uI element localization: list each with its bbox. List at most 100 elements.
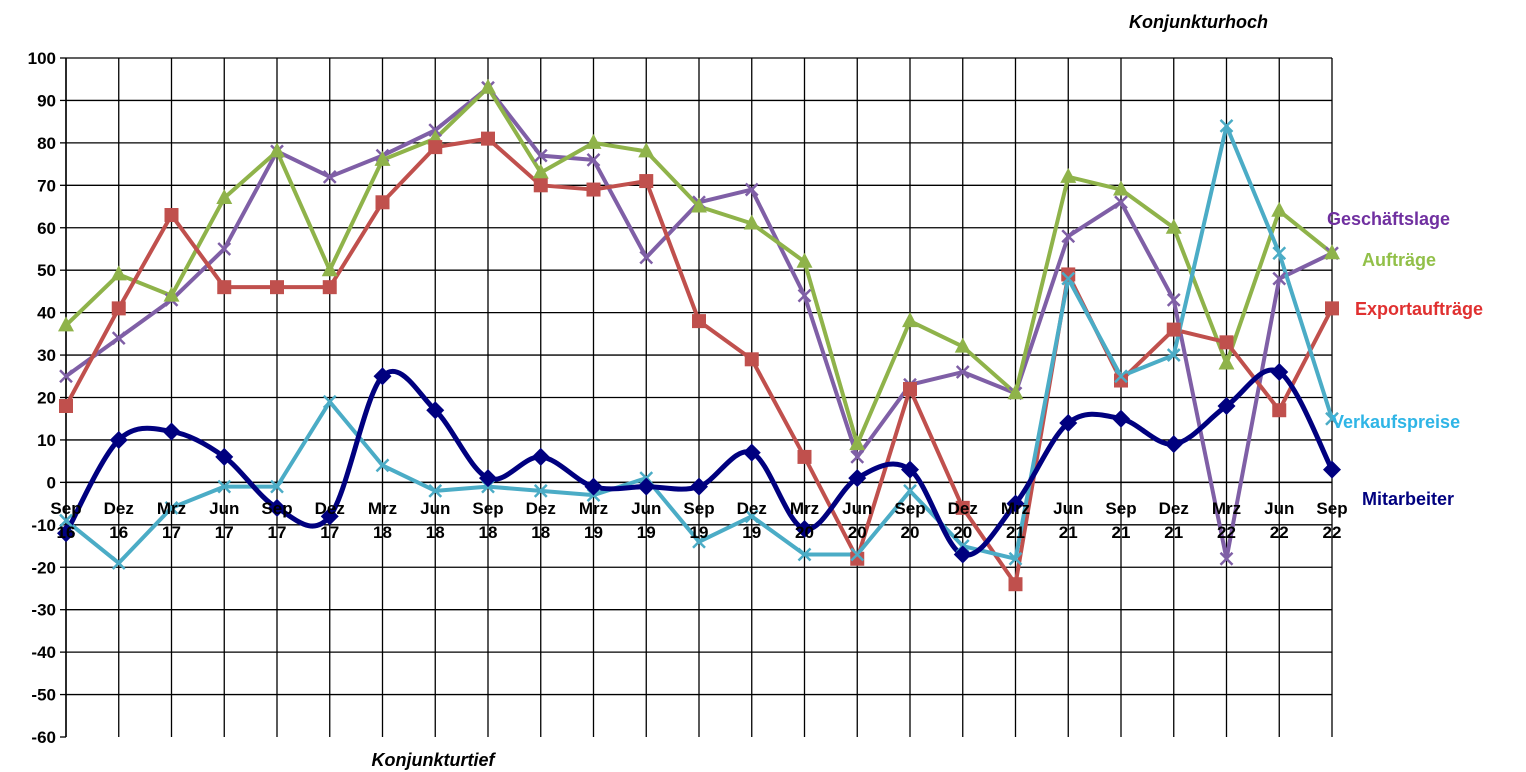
annotation-top: Konjunkturhoch [1129,12,1268,32]
ytick-label: 0 [47,473,56,492]
data-point-verkaufspreise [1061,271,1076,286]
data-point-auftrge [1271,201,1288,217]
data-point-mitarbeiter [162,422,181,441]
xtick-label: Jun [1264,499,1294,518]
xtick-label: 20 [901,523,920,542]
data-point-mitarbeiter [901,460,919,479]
data-point-geschftslage [1219,551,1234,566]
series-label-exportauftrge: Exportaufträge [1355,299,1483,319]
data-point-exportauftrge [270,280,284,295]
data-point-auftrge [849,435,866,451]
xtick-label: Dez [948,499,978,518]
data-point-verkaufspreise [797,547,812,562]
ytick-label: 50 [37,261,56,280]
data-point-mitarbeiter [1270,363,1289,382]
ytick-label: -50 [31,686,56,705]
xtick-label: 21 [1006,523,1025,542]
annotation-bottom: Konjunkturtief [372,750,497,770]
ytick-label: 60 [37,219,56,238]
data-point-verkaufspreise [850,547,865,562]
xtick-label: 18 [426,523,445,542]
data-point-mitarbeiter [479,469,497,488]
data-point-auftrge [480,78,496,94]
data-point-auftrge [1324,244,1340,260]
xtick-label: 17 [215,523,234,542]
data-point-exportauftrge [586,182,601,197]
ytick-label: 40 [37,304,56,323]
xtick-label: 21 [1112,523,1131,542]
data-point-geschftslage [639,250,654,265]
xtick-label: Dez [737,499,767,518]
xtick-label: 19 [637,523,656,542]
data-point-verkaufspreise [744,509,759,524]
data-point-exportauftrge [850,551,865,566]
data-point-mitarbeiter [215,447,234,466]
series-label-geschftslage: Geschäftslage [1327,209,1450,229]
data-point-verkaufspreise [59,513,73,528]
data-point-mitarbeiter [742,443,761,462]
data-point-verkaufspreise [111,556,126,570]
data-point-geschftslage [217,242,232,256]
ytick-label: -20 [31,558,56,577]
data-point-auftrge [691,197,707,213]
ytick-label: 90 [37,91,56,110]
data-point-geschftslage [322,169,337,184]
data-point-geschftslage [1114,195,1128,210]
data-point-exportauftrge [797,449,812,464]
data-point-auftrge [269,142,285,158]
data-point-mitarbeiter [795,520,814,539]
data-point-verkaufspreise [428,483,443,498]
data-point-exportauftrge [428,140,443,155]
data-point-exportauftrge [639,174,654,189]
xtick-label: 22 [1270,523,1289,542]
data-point-geschftslage [850,450,865,464]
xtick-label: Dez [315,499,345,518]
data-point-geschftslage [59,369,73,384]
xtick-label: 21 [1164,523,1183,542]
series-label-verkaufspreise: Verkaufspreise [1332,412,1460,432]
data-point-verkaufspreise [1219,119,1234,133]
xtick-label: Sep [261,499,292,518]
data-point-exportauftrge [1061,267,1076,282]
xtick-label: 19 [690,523,709,542]
xtick-label: Sep [683,499,714,518]
data-point-exportauftrge [1166,322,1181,337]
data-point-exportauftrge [1008,577,1023,592]
series-labels: Sep 16 Dez 16 Mrz 17 Jun 17 Sep 17 Dez 17 Mrz 18 Jun 18… [50,209,1483,542]
data-point-exportauftrge [744,352,759,367]
data-point-auftrge [163,286,180,302]
ytick-label: 10 [37,431,56,450]
xtick-label: 19 [742,523,761,542]
data-point-auftrge [954,337,971,353]
data-point-verkaufspreise [1008,551,1023,566]
data-point-geschftslage [111,331,126,345]
data-point-geschftslage [533,148,548,163]
xtick-label: 17 [162,523,181,542]
xtick-label: Jun [209,499,239,518]
data-point-auftrge [216,189,233,205]
xtick-label: Dez [104,499,134,518]
data-point-mitarbeiter [1112,409,1130,428]
data-point-mitarbeiter [373,367,392,386]
data-point-auftrge [638,142,655,158]
data-point-exportauftrge [1325,301,1339,316]
data-point-mitarbeiter [1323,460,1341,479]
data-point-geschftslage [1272,271,1287,286]
xtick-label: Mrz [1001,499,1030,518]
ytick-label: 80 [37,134,56,153]
xtick-label: Mrz [1212,499,1241,518]
xtick-label: 21 [1059,523,1078,542]
data-point-verkaufspreise [1325,411,1339,426]
data-point-auftrge [902,312,918,328]
data-point-auftrge [743,214,760,230]
data-point-auftrge [58,316,74,332]
data-point-geschftslage [744,182,759,197]
data-point-mitarbeiter [268,498,286,517]
xtick-label: 22 [1217,523,1236,542]
xtick-label: 20 [953,523,972,542]
xtick-label: Sep [1316,499,1347,518]
data-point-verkaufspreise [217,479,232,494]
ytick-label: -30 [31,601,56,620]
data-point-mitarbeiter [1059,413,1078,432]
